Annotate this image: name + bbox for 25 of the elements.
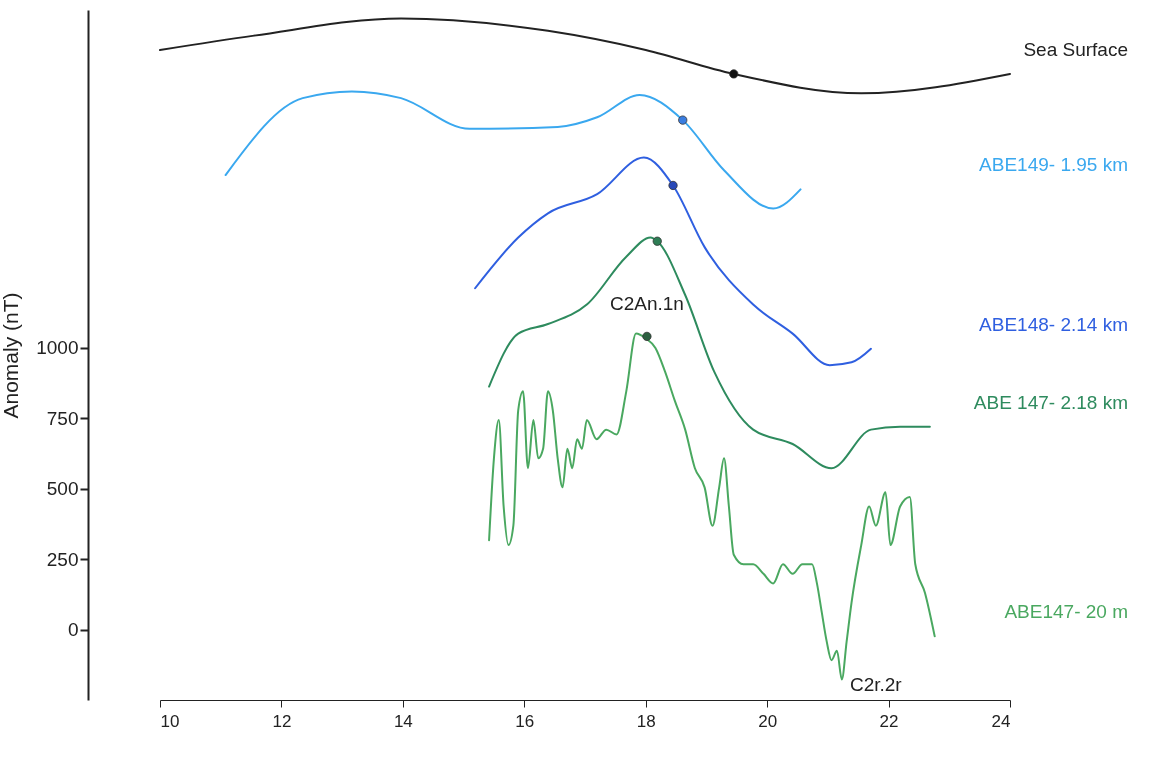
y-tick-label: 0 [67,619,79,641]
line-series [159,17,1011,95]
x-tick-label: 10 [160,711,180,731]
text: ABE148- 2.14 km [979,313,1128,335]
y-tick-label: 500 [46,478,79,500]
line-series [224,90,802,210]
text: ABE 147- 2.18 km [973,391,1128,413]
x-tick-label: 20 [758,711,778,731]
text: ABE147- 20 m [1004,601,1128,623]
x-tick-label: 22 [879,711,899,731]
x-tick-label: 14 [393,711,413,731]
annotation: C2An.1n [609,293,684,315]
x-tick-label: 16 [515,711,535,731]
x-tick-label: 18 [636,711,656,731]
line-series [488,236,931,470]
x-tick-label: 24 [991,711,1011,731]
line-series [474,156,872,367]
y-axis-title: Anomaly (nT) [0,292,23,419]
annotation: C2r.2r [849,674,903,696]
y-tick-label: 750 [46,407,79,429]
text: ABE149- 1.95 km [979,154,1128,176]
y-tick-label: 250 [46,548,79,570]
x-tick-label: 12 [272,711,292,731]
series-label: Sea Surface [1023,38,1128,60]
y-tick-label: 1000 [36,337,79,359]
